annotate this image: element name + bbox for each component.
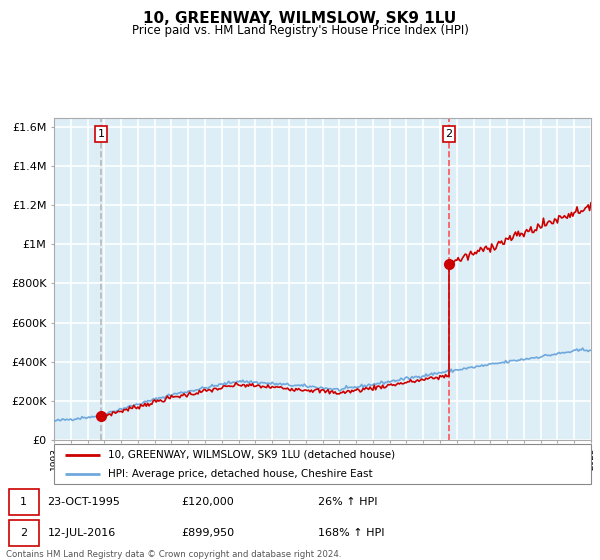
Text: Price paid vs. HM Land Registry's House Price Index (HPI): Price paid vs. HM Land Registry's House … bbox=[131, 24, 469, 37]
Text: 10, GREENWAY, WILMSLOW, SK9 1LU (detached house): 10, GREENWAY, WILMSLOW, SK9 1LU (detache… bbox=[108, 450, 395, 460]
Text: HPI: Average price, detached house, Cheshire East: HPI: Average price, detached house, Ches… bbox=[108, 469, 373, 478]
FancyBboxPatch shape bbox=[54, 444, 591, 484]
Text: 10, GREENWAY, WILMSLOW, SK9 1LU: 10, GREENWAY, WILMSLOW, SK9 1LU bbox=[143, 11, 457, 26]
Text: 1: 1 bbox=[98, 129, 104, 139]
Text: Contains HM Land Registry data © Crown copyright and database right 2024.
This d: Contains HM Land Registry data © Crown c… bbox=[6, 550, 341, 560]
Text: £899,950: £899,950 bbox=[181, 528, 235, 538]
Text: 23-OCT-1995: 23-OCT-1995 bbox=[47, 497, 121, 507]
Text: £120,000: £120,000 bbox=[181, 497, 234, 507]
Text: 168% ↑ HPI: 168% ↑ HPI bbox=[318, 528, 385, 538]
Text: 2: 2 bbox=[445, 129, 452, 139]
Text: 1: 1 bbox=[20, 497, 27, 507]
FancyBboxPatch shape bbox=[9, 520, 38, 546]
Text: 12-JUL-2016: 12-JUL-2016 bbox=[47, 528, 116, 538]
Text: 2: 2 bbox=[20, 528, 28, 538]
FancyBboxPatch shape bbox=[9, 489, 38, 515]
Text: 26% ↑ HPI: 26% ↑ HPI bbox=[318, 497, 377, 507]
